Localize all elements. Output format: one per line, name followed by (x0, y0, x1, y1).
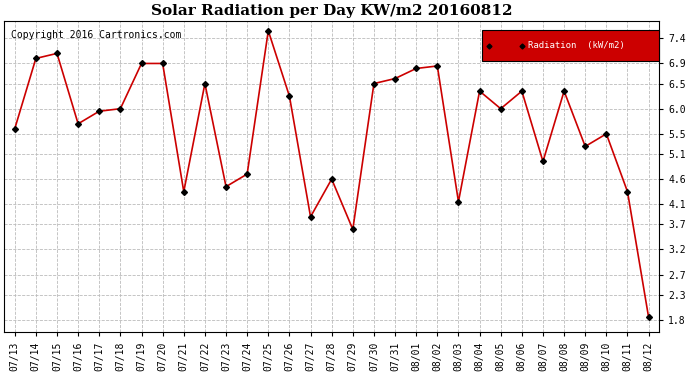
FancyBboxPatch shape (482, 30, 659, 61)
Text: Radiation  (kW/m2): Radiation (kW/m2) (528, 41, 625, 50)
Title: Solar Radiation per Day KW/m2 20160812: Solar Radiation per Day KW/m2 20160812 (151, 4, 513, 18)
Text: Copyright 2016 Cartronics.com: Copyright 2016 Cartronics.com (11, 30, 181, 40)
